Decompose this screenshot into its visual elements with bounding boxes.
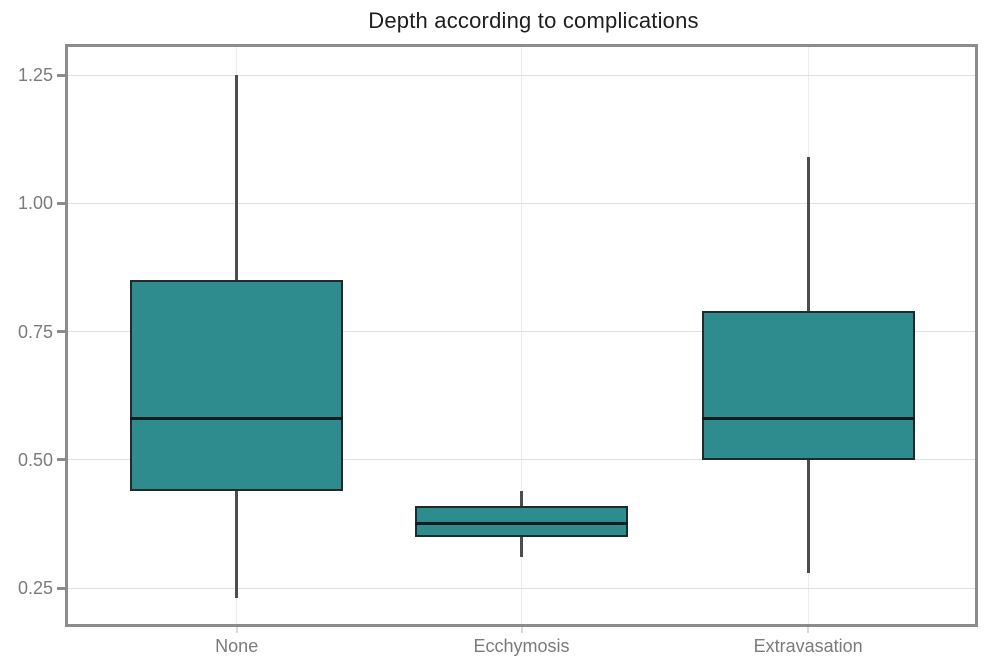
- box: [130, 280, 344, 491]
- y-tick: [57, 458, 65, 462]
- y-tick: [57, 586, 65, 590]
- x-tick: [807, 627, 810, 633]
- x-tick-label: Ecchymosis: [473, 636, 570, 656]
- y-tick-label: 0.75: [17, 321, 53, 342]
- v-gridline: [521, 47, 522, 624]
- median-line: [415, 522, 628, 526]
- x-tick-label: None: [215, 636, 259, 656]
- x-tick: [235, 627, 238, 633]
- h-gridline: [68, 459, 975, 461]
- y-tick: [57, 73, 65, 77]
- h-gridline: [68, 202, 975, 204]
- h-gridline: [68, 587, 975, 589]
- box: [415, 505, 628, 537]
- box: [701, 311, 915, 460]
- y-tick: [57, 201, 65, 205]
- h-gridline: [68, 74, 975, 76]
- y-tick-label: 1.25: [17, 65, 53, 86]
- y-tick-label: 0.50: [17, 449, 53, 470]
- h-gridline: [68, 331, 975, 333]
- x-tick: [520, 627, 523, 633]
- chart-title: Depth according to complications: [368, 8, 699, 33]
- x-tick-label: Extravasation: [753, 636, 863, 656]
- plot-frame: [65, 44, 978, 627]
- y-tick-label: 1.00: [17, 193, 53, 214]
- median-line: [130, 417, 344, 421]
- median-line: [701, 417, 915, 421]
- y-tick: [57, 330, 65, 334]
- y-tick-label: 0.25: [17, 578, 53, 599]
